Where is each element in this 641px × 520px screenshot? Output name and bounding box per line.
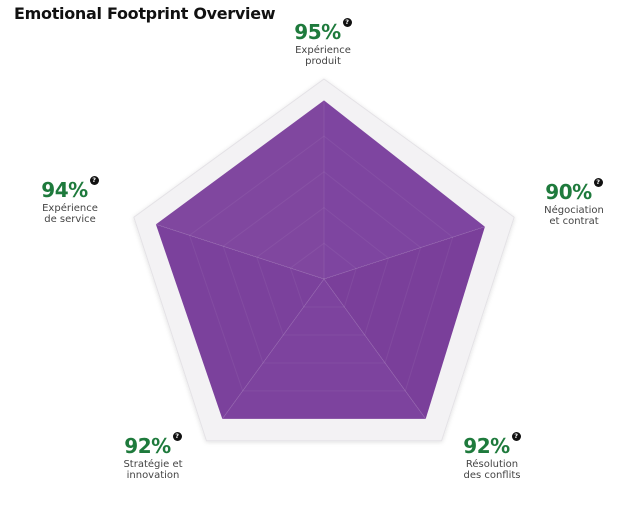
metric-value: 92 [463,434,491,458]
chart-title: Emotional Footprint Overview [14,4,276,23]
metric-unit: % [321,20,341,44]
info-icon[interactable]: ? [89,176,99,185]
metric-unit: % [572,180,592,204]
radar-sectors [155,100,485,419]
info-icon[interactable]: ? [593,178,603,187]
info-icon[interactable]: ? [511,432,521,441]
metric-value: 92 [124,434,152,458]
radar-ring [188,135,454,392]
radar-sector [155,224,324,419]
info-icon[interactable]: ? [172,432,182,441]
radar-spoke [221,278,325,420]
radar-spoke [155,223,325,280]
radar-spoke [323,226,486,280]
radar-sector [324,226,485,419]
metric-unit: % [68,178,88,202]
metric-strategie-innovation: 92% ? Stratégie et innovation [93,432,213,481]
metric-resolution-conflits: 92% ? Résolution des conflits [432,432,552,481]
metric-negociation-contrat: 90% ? Négociation et contrat [514,178,634,227]
metric-label: Stratégie et innovation [123,459,183,481]
radar-ring [289,242,357,308]
metric-unit: % [490,434,510,458]
radar-sector [155,100,324,280]
radar-ring [256,206,389,336]
radar-ring [222,171,422,364]
metric-label: Expérience produit [295,45,351,67]
radar-sector [324,100,485,280]
metric-label: Résolution des conflits [463,459,521,481]
metric-experience-service: 94% ? Expérience de service [10,176,130,225]
radar-sector [222,279,426,419]
metric-value: 94 [41,178,69,202]
metric-label: Expérience de service [42,203,98,225]
metric-value: 95 [294,20,322,44]
metric-label: Négociation et contrat [544,205,604,227]
metric-experience-produit: 95% ? Expérience produit [263,18,383,67]
metric-value: 90 [545,180,573,204]
radar-grid [155,100,486,420]
metric-unit: % [151,434,171,458]
radar-spoke [323,278,427,420]
info-icon[interactable]: ? [342,18,352,27]
